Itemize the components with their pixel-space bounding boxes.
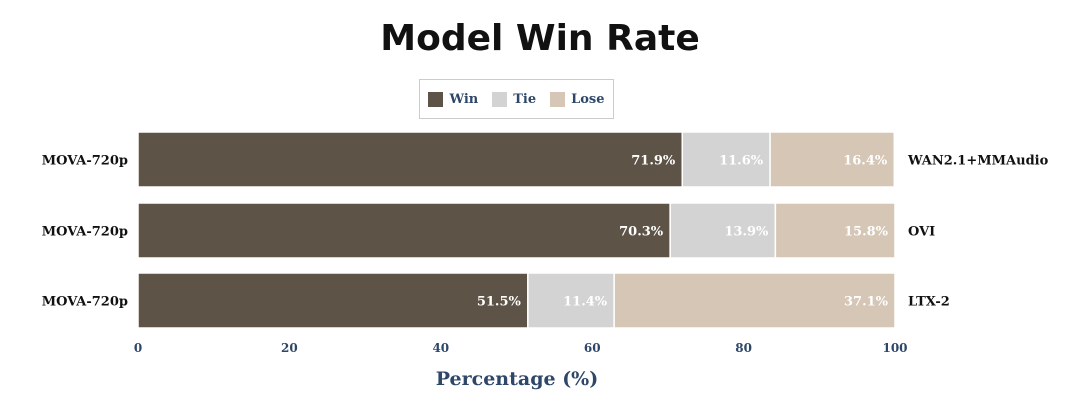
legend-label-win: Win — [449, 91, 479, 107]
bar-lose — [769, 131, 895, 188]
legend-item-tie: Tie — [492, 91, 537, 107]
x-tick-label: 0 — [134, 341, 142, 355]
opponent-label: LTX-2 — [908, 295, 950, 310]
bar-value-label: 13.9% — [724, 225, 769, 240]
x-tick-label: 20 — [281, 341, 298, 355]
legend: Win Tie Lose — [419, 79, 614, 119]
bar-value-label: 15.8% — [844, 225, 889, 240]
bar-value-label: 16.4% — [843, 154, 888, 169]
legend-item-lose: Lose — [550, 91, 605, 107]
legend-swatch-win — [428, 91, 444, 107]
bar-value-label: 51.5% — [477, 295, 522, 310]
bar-value-label: 37.1% — [844, 295, 889, 310]
legend-swatch-tie — [492, 91, 508, 107]
bar-lose — [613, 272, 896, 329]
opponent-label: OVI — [908, 225, 935, 240]
chart-title: Model Win Rate — [380, 18, 700, 59]
bar-value-label: 11.4% — [563, 295, 608, 310]
bar-win — [137, 202, 671, 259]
bar-value-label: 71.9% — [631, 154, 676, 169]
x-tick-label: 80 — [735, 341, 752, 355]
bar-value-label: 11.6% — [719, 154, 764, 169]
bar-win — [137, 131, 684, 188]
bar-tie — [681, 131, 771, 188]
legend-label-tie: Tie — [513, 91, 537, 107]
bar-tie — [669, 202, 777, 259]
bar-tie — [527, 272, 615, 329]
category-label: MOVA-720p — [42, 295, 128, 310]
legend-swatch-lose — [550, 91, 566, 107]
opponent-label: WAN2.1+MMAudio — [907, 154, 1049, 169]
legend-label-lose: Lose — [571, 91, 605, 107]
category-label: MOVA-720p — [42, 154, 128, 169]
x-axis-label: Percentage (%) — [435, 368, 599, 390]
bar-value-label: 70.3% — [619, 225, 664, 240]
x-tick-label: 100 — [882, 341, 907, 355]
x-tick-label: 60 — [584, 341, 601, 355]
bar-lose — [774, 202, 896, 259]
legend-item-win: Win — [428, 91, 479, 107]
x-tick-label: 40 — [432, 341, 449, 355]
category-label: MOVA-720p — [42, 225, 128, 240]
bar-win — [137, 272, 529, 329]
